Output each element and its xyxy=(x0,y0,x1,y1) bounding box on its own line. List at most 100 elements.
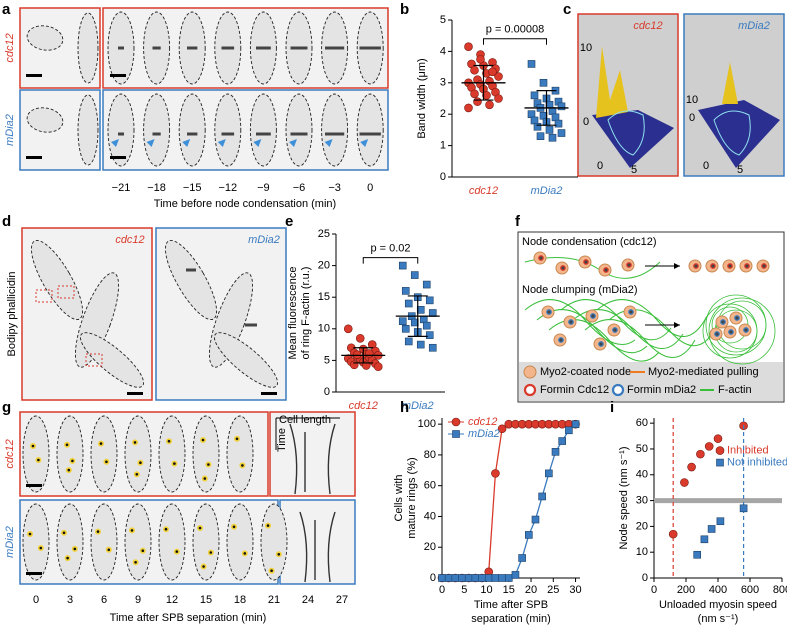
marker xyxy=(497,424,507,434)
marker xyxy=(438,574,446,582)
arrowhead xyxy=(182,139,191,147)
y-tick-label: 25 xyxy=(318,228,330,240)
y-tick-label: 60 xyxy=(424,480,436,492)
y-tick-label: 20 xyxy=(424,541,436,553)
spot-core xyxy=(243,552,247,555)
marker xyxy=(716,517,725,526)
peak xyxy=(722,62,738,104)
legend-text: Myo2-coated node xyxy=(540,366,631,378)
formin xyxy=(546,309,552,315)
marker xyxy=(527,110,536,118)
time-label: 0 xyxy=(33,594,39,606)
y-tick-label: 80 xyxy=(424,449,436,461)
marker xyxy=(571,420,580,428)
time-label: −18 xyxy=(147,182,166,194)
cell-outline xyxy=(249,93,277,167)
ring-signal xyxy=(290,46,308,50)
legend-text: mDia2 xyxy=(468,428,500,440)
arrowhead xyxy=(253,139,262,147)
kymograph-label: Time xyxy=(276,428,288,452)
spot-core xyxy=(235,437,239,441)
y-tick-label: 40 xyxy=(636,469,648,481)
arrowhead xyxy=(217,139,226,147)
x-tick-label: 10 xyxy=(480,584,492,596)
sd-bar xyxy=(473,64,494,101)
legend-text: Formin Cdc12 xyxy=(540,384,609,396)
cell-outline xyxy=(26,25,64,51)
marker xyxy=(419,315,428,324)
annotation: p = 0.00008 xyxy=(486,24,544,36)
ring-signal xyxy=(256,132,271,136)
marker xyxy=(511,571,520,579)
marker xyxy=(422,280,431,289)
marker xyxy=(458,574,466,582)
marker xyxy=(538,492,546,501)
panel-label: g xyxy=(2,399,11,416)
marker xyxy=(707,525,716,533)
marker xyxy=(494,72,503,81)
ring-signal xyxy=(245,323,257,327)
cell-outline xyxy=(79,332,145,388)
y-tick-label: 10 xyxy=(636,546,648,558)
marker xyxy=(527,60,536,68)
y-tick-label: 1 xyxy=(440,140,446,152)
contour xyxy=(713,110,751,156)
cell-outline xyxy=(77,94,99,166)
spot-core xyxy=(31,444,35,448)
y-axis-label: mature rings (%) xyxy=(406,457,418,538)
y-tick-label: 20 xyxy=(318,260,330,272)
spot-core xyxy=(207,463,210,466)
series-line xyxy=(442,423,576,579)
cell-outline xyxy=(356,93,384,167)
x-tick-label: cdc12 xyxy=(469,185,498,197)
x-tick-label: 25 xyxy=(547,584,559,596)
spot-core xyxy=(107,548,111,552)
formin xyxy=(560,265,566,271)
marker xyxy=(451,574,460,582)
cell-outline xyxy=(164,239,218,321)
marker xyxy=(425,331,434,339)
actin xyxy=(584,319,696,358)
time-label: 21 xyxy=(268,594,280,606)
x-axis-label: separation (min) xyxy=(471,613,550,625)
kymograph-trace xyxy=(289,423,336,495)
actin xyxy=(705,294,767,356)
formin xyxy=(626,262,632,268)
time-label: 0 xyxy=(367,182,373,194)
spot-core xyxy=(232,525,236,529)
marker xyxy=(491,574,500,582)
cell-outline xyxy=(213,332,279,388)
scale-bar xyxy=(127,392,143,395)
legend-text: Not inhibited xyxy=(727,456,787,468)
panel-label: c xyxy=(563,1,571,18)
spot-core xyxy=(65,443,69,447)
time-label: −15 xyxy=(183,182,202,194)
cell-outline xyxy=(178,93,206,167)
cell-outline xyxy=(22,415,50,493)
time-label: 12 xyxy=(166,594,178,606)
marker xyxy=(536,132,545,140)
time-label: 9 xyxy=(135,594,141,606)
formin xyxy=(710,263,716,269)
arrowhead xyxy=(146,139,155,147)
y-tick-label: 4 xyxy=(440,45,446,57)
marker xyxy=(531,515,540,524)
cell-outline xyxy=(124,415,152,493)
marker xyxy=(373,362,383,372)
time-label: −6 xyxy=(293,182,306,194)
ring-signal xyxy=(256,46,271,50)
cell-outline xyxy=(260,503,288,581)
spot-core xyxy=(139,461,142,465)
axis-tick: 0 xyxy=(703,160,709,172)
legend-text: Inhibited xyxy=(727,444,769,456)
ring-signal xyxy=(325,46,345,50)
ring-signal xyxy=(221,132,235,136)
marker xyxy=(476,54,485,64)
marker xyxy=(428,309,437,317)
marker xyxy=(668,529,678,539)
time-label: 15 xyxy=(200,594,212,606)
significance-bracket xyxy=(483,38,547,45)
marker xyxy=(485,100,494,110)
kymograph-label: Cell length xyxy=(279,414,331,426)
